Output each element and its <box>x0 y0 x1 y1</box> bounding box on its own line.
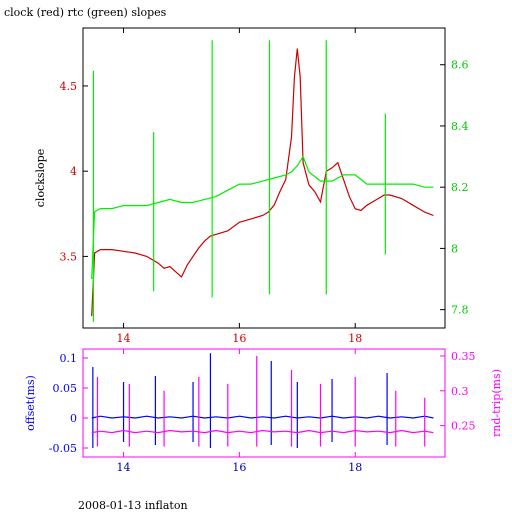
y-axis-label: clockslope <box>34 149 47 207</box>
rndtrip-line <box>91 429 434 434</box>
footer-caption: 2008-01-13 inflaton <box>78 499 188 512</box>
y-tick-label: 0.05 <box>53 382 78 395</box>
x-tick-label: 16 <box>232 332 246 345</box>
plot-frame <box>82 348 446 458</box>
y-tick-label: 4 <box>70 165 77 178</box>
y2-tick-label: 7.8 <box>451 304 469 317</box>
y2-tick-label: 0.35 <box>451 350 476 363</box>
y2-axis-label: rnd-trip(ms) <box>490 369 503 437</box>
offset-line <box>91 415 434 419</box>
x-tick-label: 14 <box>117 461 131 474</box>
y2-tick-label: 8.2 <box>451 181 469 194</box>
x-tick-label: 18 <box>348 461 362 474</box>
plot-frame <box>82 27 446 329</box>
clock-line <box>91 48 434 317</box>
x-tick-label: 14 <box>117 332 131 345</box>
y-tick-label: 4.5 <box>60 80 78 93</box>
y-tick-label: 0.1 <box>60 352 78 365</box>
offsets-panel: 14 16 18 -0.05 0 0.05 0.1 0.25 0.3 0.35 offset(ms)… <box>24 348 503 474</box>
rtc-line <box>91 155 434 280</box>
slopes-panel: 14 16 18 3.5 4 4.5 7.8 8 8.2 8.4 8.6 clockslope <box>34 27 469 345</box>
chart-title: clock (red) rtc (green) slopes <box>4 6 167 19</box>
y-tick-label: 3.5 <box>60 250 78 263</box>
y2-tick-label: 8.4 <box>451 120 469 133</box>
y2-tick-label: 0.3 <box>451 385 469 398</box>
x-tick-label: 16 <box>232 461 246 474</box>
y2-tick-label: 8 <box>451 242 458 255</box>
y-tick-label: -0.05 <box>49 442 77 455</box>
y-tick-label: 0 <box>70 412 77 425</box>
x-tick-label: 18 <box>348 332 362 345</box>
y2-tick-label: 8.6 <box>451 59 469 72</box>
y-axis-label: offset(ms) <box>24 375 37 431</box>
y2-tick-label: 0.25 <box>451 420 476 433</box>
